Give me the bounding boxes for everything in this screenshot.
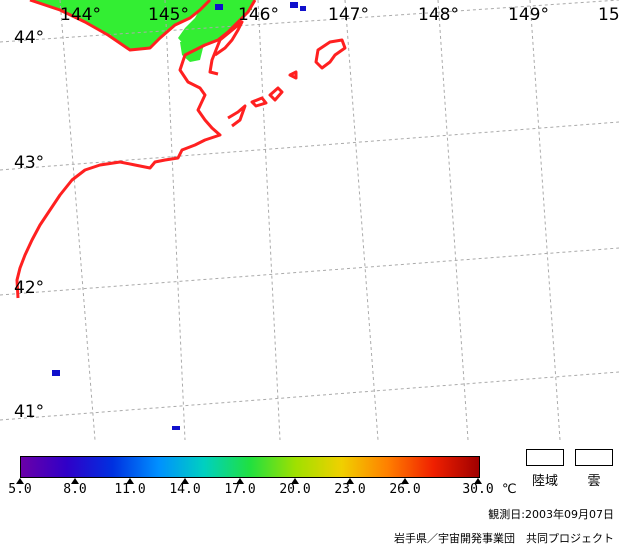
graticule	[0, 0, 619, 440]
temperature-unit: ℃	[502, 482, 517, 497]
lon-label-145: 145°	[148, 5, 189, 25]
colorbar-tick	[71, 478, 79, 484]
lon-label-147: 147°	[328, 5, 369, 25]
colorbar-label-11: 11.0	[114, 482, 146, 497]
colorbar-label-30: 30.0	[462, 482, 494, 497]
colorbar-tick	[291, 478, 299, 484]
colorbar-label-8: 8.0	[63, 482, 87, 497]
lat-label-43: 43°	[14, 153, 44, 173]
lat-label-42: 42°	[14, 278, 44, 298]
lon-label-146: 146°	[238, 5, 279, 25]
colorbar-tick	[236, 478, 244, 484]
colorbar-label-14: 14.0	[169, 482, 201, 497]
colorbar-tick	[346, 478, 354, 484]
temperature-colorbar	[20, 456, 480, 478]
colorbar-label-26: 26.0	[389, 482, 421, 497]
colorbar-label-20: 20.0	[279, 482, 311, 497]
colorbar-tick	[181, 478, 189, 484]
colorbar-label-17: 17.0	[224, 482, 256, 497]
cloud-pixels	[52, 2, 306, 430]
sst-map: 144° 145° 146° 147° 148° 149° 15 44° 43°…	[0, 0, 619, 440]
cloud-legend-label: 雲	[587, 474, 601, 489]
colorbar-tick	[474, 478, 482, 484]
credit-text: 岩手県／宇宙開発事業団 共同プロジェクト	[394, 532, 614, 545]
land-legend-swatch	[526, 449, 564, 466]
colorbar-tick	[401, 478, 409, 484]
land-legend-label: 陸域	[531, 474, 559, 489]
colorbar-label-5: 5.0	[8, 482, 32, 497]
lat-label-41: 41°	[14, 402, 44, 422]
coastline	[15, 0, 347, 299]
lat-label-44: 44°	[14, 28, 44, 48]
colorbar-tick	[16, 478, 24, 484]
lon-label-144: 144°	[60, 5, 101, 25]
colorbar-tick	[126, 478, 134, 484]
lon-label-150: 15	[598, 5, 619, 25]
lon-label-149: 149°	[508, 5, 549, 25]
observation-date: 観測日:2003年09月07日	[488, 508, 614, 521]
cloud-legend-swatch	[575, 449, 613, 466]
colorbar-label-23: 23.0	[334, 482, 366, 497]
lon-label-148: 148°	[418, 5, 459, 25]
